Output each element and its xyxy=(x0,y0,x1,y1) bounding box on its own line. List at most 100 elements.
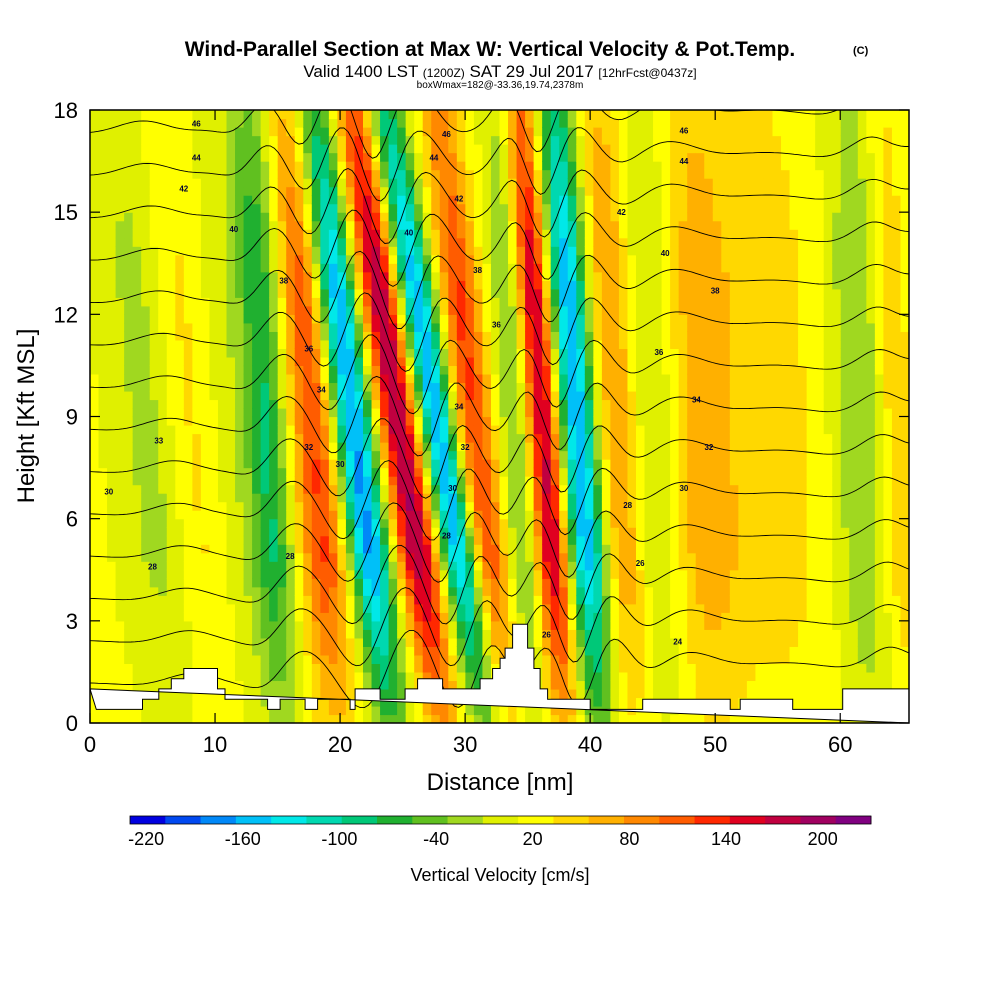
field-cell xyxy=(90,595,100,605)
field-cell xyxy=(422,390,432,401)
field-cell xyxy=(115,586,125,596)
field-cell xyxy=(584,356,594,367)
field-cell xyxy=(618,297,629,307)
field-cell xyxy=(661,654,671,664)
field-cell xyxy=(175,399,185,409)
field-cell xyxy=(183,135,193,145)
field-cell xyxy=(243,688,253,699)
field-cell xyxy=(277,518,287,528)
field-cell xyxy=(516,476,526,486)
field-cell xyxy=(584,254,594,264)
field-cell xyxy=(567,552,577,562)
field-cell xyxy=(158,195,168,205)
field-cell xyxy=(636,144,646,154)
field-cell xyxy=(371,390,381,401)
field-cell xyxy=(670,680,680,690)
field-cell xyxy=(653,322,663,332)
field-cell xyxy=(98,271,108,281)
field-cell xyxy=(499,144,509,154)
field-cell xyxy=(141,527,151,537)
field-cell xyxy=(448,501,458,511)
field-cell xyxy=(294,535,304,545)
field-cell xyxy=(311,595,321,605)
field-cell xyxy=(559,629,569,639)
field-cell xyxy=(269,416,279,426)
field-cell xyxy=(448,552,458,562)
field-cell xyxy=(226,203,236,213)
field-cell xyxy=(252,314,262,324)
field-cell xyxy=(465,544,475,554)
field-cell xyxy=(98,331,108,341)
field-cell xyxy=(311,433,321,443)
field-cell xyxy=(636,407,646,418)
field-cell xyxy=(456,186,466,196)
field-cell xyxy=(183,510,193,520)
field-cell xyxy=(388,203,398,213)
field-cell xyxy=(644,373,654,384)
field-cell xyxy=(252,161,262,171)
field-cell xyxy=(653,476,663,486)
field-cell xyxy=(456,220,466,230)
field-cell xyxy=(525,501,535,511)
field-cell xyxy=(345,399,356,409)
field-cell xyxy=(380,697,390,707)
field-cell xyxy=(345,339,356,349)
field-cell xyxy=(508,144,518,154)
field-cell xyxy=(107,544,117,554)
field-cell xyxy=(533,169,543,179)
field-cell xyxy=(354,135,364,145)
field-cell xyxy=(636,373,646,384)
field-cell xyxy=(533,603,543,613)
field-cell xyxy=(115,578,125,588)
field-cell xyxy=(473,356,484,367)
field-cell xyxy=(448,263,458,273)
field-cell xyxy=(584,339,594,349)
field-cell xyxy=(490,595,501,605)
field-cell xyxy=(200,390,211,401)
field-cell xyxy=(371,535,381,545)
field-cell xyxy=(345,450,356,460)
field-cell xyxy=(644,680,654,690)
field-cell xyxy=(141,586,151,596)
field-cell xyxy=(149,603,159,613)
field-cell xyxy=(243,186,253,196)
field-cell xyxy=(584,450,594,460)
field-cell xyxy=(320,527,330,537)
field-cell xyxy=(533,229,543,239)
field-cell xyxy=(226,663,236,673)
field-cell xyxy=(107,314,117,324)
field-cell xyxy=(661,646,671,656)
field-cell xyxy=(473,390,484,401)
field-cell xyxy=(567,688,577,699)
field-cell xyxy=(661,382,671,392)
field-cell xyxy=(235,612,245,622)
subtitle-utc: (1200Z) xyxy=(423,66,465,80)
field-cell xyxy=(490,586,501,596)
field-cell xyxy=(627,510,637,520)
field-cell xyxy=(380,373,390,384)
field-cell xyxy=(414,407,424,418)
field-cell xyxy=(397,186,407,196)
field-cell xyxy=(98,407,108,418)
field-cell xyxy=(576,663,586,673)
field-cell xyxy=(618,595,629,605)
field-cell xyxy=(414,110,424,120)
field-cell xyxy=(550,144,560,154)
field-cell xyxy=(516,416,526,426)
field-cell xyxy=(252,612,262,622)
field-cell xyxy=(601,518,612,528)
field-cell xyxy=(132,603,142,613)
field-cell xyxy=(115,382,125,392)
field-cell xyxy=(226,331,236,341)
field-cell xyxy=(209,229,219,239)
field-cell xyxy=(200,186,211,196)
field-cell xyxy=(439,373,449,384)
field-cell xyxy=(567,195,577,205)
field-cell xyxy=(593,229,603,239)
field-cell xyxy=(363,212,373,222)
field-cell xyxy=(456,646,466,656)
field-cell xyxy=(115,705,125,716)
field-cell xyxy=(371,518,381,528)
field-cell xyxy=(175,135,185,145)
field-cell xyxy=(388,467,398,477)
